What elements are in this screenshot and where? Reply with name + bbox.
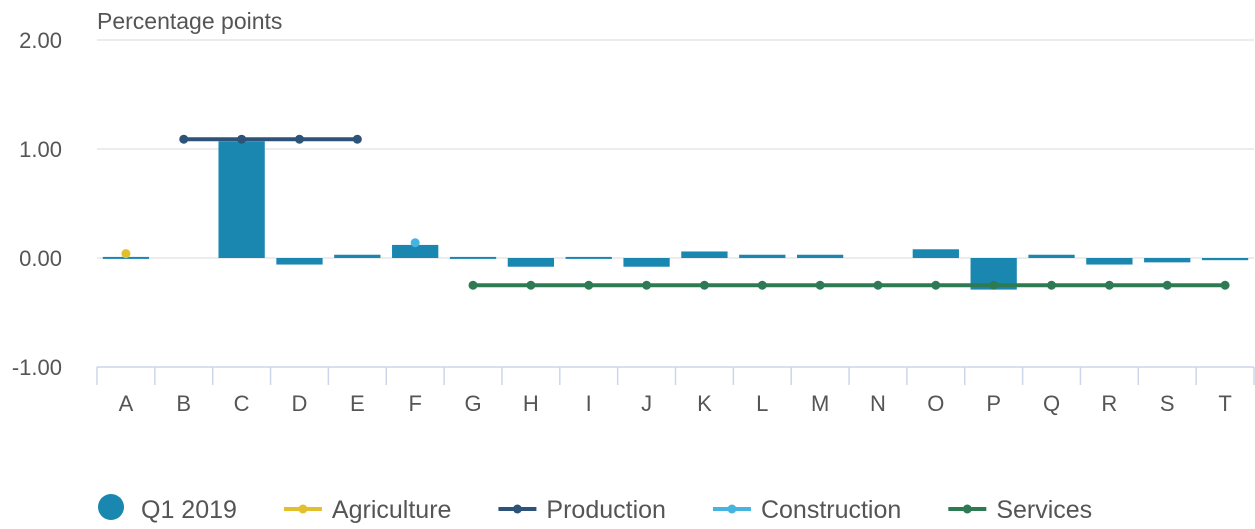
legend-label: Services bbox=[996, 496, 1092, 524]
data-point bbox=[352, 134, 362, 144]
series-production bbox=[179, 134, 362, 144]
legend-label: Agriculture bbox=[332, 496, 452, 524]
data-point bbox=[526, 280, 536, 290]
legend-marker bbox=[727, 504, 737, 514]
x-tick-label: F bbox=[408, 391, 421, 416]
y-axis-title: Percentage points bbox=[97, 8, 282, 34]
bar-E bbox=[334, 254, 381, 258]
bar-L bbox=[739, 254, 786, 258]
bar-M bbox=[796, 254, 844, 258]
x-tick-label: D bbox=[292, 391, 308, 416]
line-series bbox=[121, 134, 1230, 290]
x-tick-label: J bbox=[641, 391, 652, 416]
y-tick-label: -1.00 bbox=[12, 355, 62, 380]
series-agriculture bbox=[121, 249, 131, 259]
x-tick-label: I bbox=[586, 391, 592, 416]
data-point bbox=[584, 280, 594, 290]
data-point bbox=[1162, 280, 1172, 290]
bar-J bbox=[623, 258, 670, 267]
data-point bbox=[931, 280, 941, 290]
y-tick-label: 1.00 bbox=[19, 137, 62, 162]
series-construction bbox=[410, 238, 420, 248]
series-services bbox=[468, 280, 1230, 290]
data-point bbox=[1104, 280, 1114, 290]
bar-Q bbox=[1028, 254, 1075, 258]
legend-label: Construction bbox=[761, 496, 901, 524]
data-point bbox=[237, 134, 247, 144]
data-point bbox=[1220, 280, 1230, 290]
legend-label: Production bbox=[546, 496, 666, 524]
bar-F bbox=[392, 244, 439, 258]
x-tick-label: P bbox=[986, 391, 1001, 416]
bar-O bbox=[912, 249, 959, 258]
x-tick-label: A bbox=[119, 391, 134, 416]
data-point bbox=[468, 280, 478, 290]
bar-series bbox=[102, 141, 1249, 290]
data-point bbox=[1047, 280, 1057, 290]
bar-D bbox=[276, 258, 323, 265]
x-tick-label: G bbox=[464, 391, 481, 416]
data-point bbox=[294, 134, 304, 144]
data-point bbox=[873, 280, 883, 290]
data-point bbox=[410, 238, 420, 248]
y-tick-label: 0.00 bbox=[19, 246, 62, 271]
data-point bbox=[179, 134, 189, 144]
legend-item-services[interactable]: Services bbox=[948, 496, 1092, 524]
legend-marker bbox=[962, 504, 972, 514]
x-tick-label: S bbox=[1160, 391, 1175, 416]
bar-K bbox=[681, 251, 728, 258]
bar-R bbox=[1086, 258, 1133, 265]
data-point bbox=[642, 280, 652, 290]
data-point bbox=[757, 280, 767, 290]
y-axis-ticks: 2.00 1.00 0.00 -1.00 bbox=[12, 28, 62, 380]
x-tick-label: N bbox=[870, 391, 886, 416]
x-axis: A B C D E F G H I J K L M N O P Q R S T bbox=[96, 366, 1255, 416]
legend-marker bbox=[512, 504, 522, 514]
bar-H bbox=[507, 258, 555, 267]
x-tick-label: O bbox=[927, 391, 944, 416]
data-point bbox=[989, 280, 999, 290]
legend-marker bbox=[298, 504, 308, 514]
x-tick-label: B bbox=[176, 391, 191, 416]
data-point bbox=[815, 280, 825, 290]
legend-item-q1-2019[interactable]: Q1 2019 bbox=[98, 494, 237, 524]
x-tick-label: H bbox=[523, 391, 539, 416]
x-tick-label: K bbox=[697, 391, 712, 416]
data-point bbox=[699, 280, 709, 290]
bar-C bbox=[218, 141, 265, 258]
bar-S bbox=[1144, 258, 1191, 263]
bar-T bbox=[1201, 258, 1249, 261]
x-tick-label: L bbox=[756, 391, 768, 416]
data-point bbox=[121, 249, 131, 259]
legend-item-construction[interactable]: Construction bbox=[712, 496, 901, 524]
x-tick-label: R bbox=[1101, 391, 1117, 416]
y-tick-label: 2.00 bbox=[19, 28, 62, 53]
legend-symbol bbox=[98, 494, 124, 520]
gridlines bbox=[97, 39, 1254, 259]
x-tick-label: E bbox=[350, 391, 365, 416]
bar-I bbox=[565, 256, 612, 259]
x-tick-label: M bbox=[811, 391, 829, 416]
legend-item-agriculture[interactable]: Agriculture bbox=[283, 496, 452, 524]
x-tick-label: T bbox=[1218, 391, 1231, 416]
x-tick-label: Q bbox=[1043, 391, 1060, 416]
legend: Q1 2019 Agriculture Production Construction… bbox=[98, 494, 1092, 524]
bar-G bbox=[449, 256, 497, 259]
legend-item-production[interactable]: Production bbox=[498, 496, 666, 524]
x-tick-label: C bbox=[234, 391, 250, 416]
legend-label: Q1 2019 bbox=[141, 496, 237, 524]
